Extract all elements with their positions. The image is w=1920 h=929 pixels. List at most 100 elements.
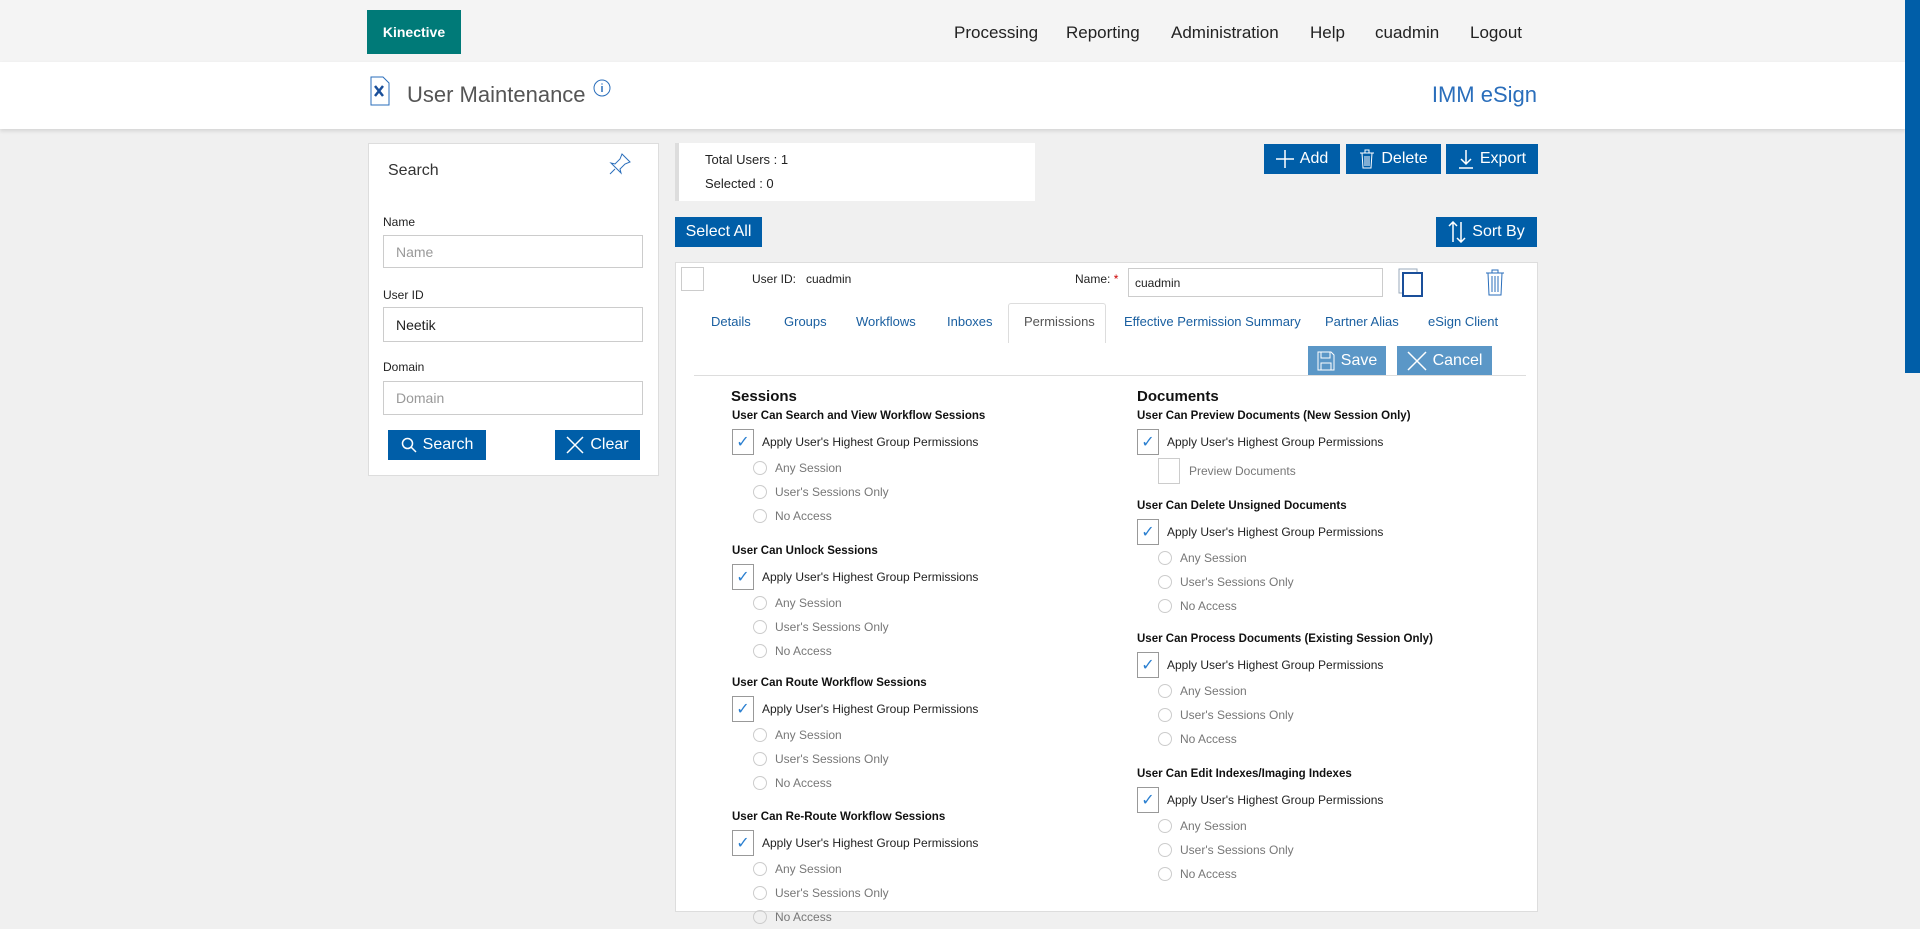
radio-option[interactable]: Any Session bbox=[732, 857, 1112, 881]
apply-group-permissions-checkbox[interactable]: ✓ Apply User's Highest Group Permissions bbox=[1137, 651, 1517, 679]
apply-group-permissions-checkbox[interactable]: ✓ Apply User's Highest Group Permissions bbox=[732, 829, 1112, 857]
save-button[interactable]: Save bbox=[1308, 346, 1386, 376]
tab-effective-permission-summary[interactable]: Effective Permission Summary bbox=[1124, 314, 1301, 329]
tab-esign-client[interactable]: eSign Client bbox=[1428, 314, 1499, 329]
info-icon[interactable] bbox=[593, 79, 611, 97]
kinective-logo[interactable]: Kinective bbox=[367, 10, 461, 54]
required-marker: * bbox=[1113, 272, 1119, 286]
permission-title: User Can Route Workflow Sessions bbox=[732, 677, 927, 689]
preview-documents-checkbox[interactable]: Preview Documents bbox=[1137, 456, 1517, 486]
delete-button[interactable]: Delete bbox=[1346, 144, 1441, 174]
radio-option[interactable]: No Access bbox=[732, 639, 1112, 663]
permission-title: User Can Delete Unsigned Documents bbox=[1137, 500, 1347, 512]
check-icon: ✓ bbox=[732, 696, 754, 722]
radio-option[interactable]: User's Sessions Only bbox=[1137, 703, 1517, 727]
radio-option[interactable]: User's Sessions Only bbox=[732, 480, 1112, 504]
total-users: Total Users : 1 bbox=[705, 152, 789, 167]
apply-label: Apply User's Highest Group Permissions bbox=[1167, 435, 1384, 449]
apply-group-permissions-checkbox[interactable]: ✓ Apply User's Highest Group Permissions bbox=[732, 428, 1112, 456]
apply-group-permissions-checkbox[interactable]: ✓ Apply User's Highest Group Permissions bbox=[732, 695, 1112, 723]
nav-help[interactable]: Help bbox=[1310, 23, 1345, 42]
tab-groups[interactable]: Groups bbox=[784, 314, 827, 329]
tab-partner-alias[interactable]: Partner Alias bbox=[1325, 314, 1399, 329]
radio-label: Any Session bbox=[1180, 551, 1247, 565]
name-input[interactable]: Name bbox=[383, 235, 643, 268]
radio-option[interactable]: User's Sessions Only bbox=[1137, 838, 1517, 862]
tab-inboxes[interactable]: Inboxes bbox=[947, 314, 993, 329]
apply-label: Apply User's Highest Group Permissions bbox=[1167, 658, 1384, 672]
radio-icon bbox=[1158, 599, 1172, 613]
apply-label: Apply User's Highest Group Permissions bbox=[762, 836, 979, 850]
user-name-input[interactable]: cuadmin bbox=[1128, 268, 1383, 297]
radio-option[interactable]: No Access bbox=[732, 504, 1112, 528]
sort-icon bbox=[1448, 221, 1466, 243]
radio-option[interactable]: Any Session bbox=[732, 456, 1112, 480]
user-id-value: cuadmin bbox=[806, 272, 852, 286]
scrollbar-thumb[interactable] bbox=[1905, 0, 1920, 373]
radio-option[interactable]: Any Session bbox=[732, 591, 1112, 615]
app-name: IMM eSign bbox=[1431, 82, 1537, 107]
user-id-input[interactable]: Neetik bbox=[383, 307, 643, 342]
radio-label: Any Session bbox=[1180, 819, 1247, 833]
radio-option[interactable]: No Access bbox=[1137, 594, 1517, 618]
apply-group-permissions-checkbox[interactable]: ✓ Apply User's Highest Group Permissions bbox=[1137, 786, 1517, 814]
nav-processing[interactable]: Processing bbox=[954, 23, 1039, 42]
domain-label: Domain bbox=[383, 360, 425, 374]
select-all-button[interactable]: Select All bbox=[675, 217, 762, 247]
radio-icon bbox=[753, 644, 767, 658]
nav-logout[interactable]: Logout bbox=[1470, 23, 1522, 42]
radio-option[interactable]: Any Session bbox=[1137, 679, 1517, 703]
radio-icon bbox=[1158, 732, 1172, 746]
sort-by-button[interactable]: Sort By bbox=[1436, 217, 1537, 247]
permission-group: User Can Unlock Sessions ✓ Apply User's Hi… bbox=[732, 542, 1112, 663]
apply-group-permissions-checkbox[interactable]: ✓ Apply User's Highest Group Permissions bbox=[732, 563, 1112, 591]
radio-option[interactable]: Any Session bbox=[1137, 814, 1517, 838]
documents-heading: Documents bbox=[1137, 388, 1219, 405]
radio-option[interactable]: Any Session bbox=[732, 723, 1112, 747]
radio-label: User's Sessions Only bbox=[775, 620, 889, 634]
radio-option[interactable]: No Access bbox=[1137, 862, 1517, 886]
apply-group-permissions-checkbox[interactable]: ✓ Apply User's Highest Group Permissions bbox=[1137, 428, 1517, 456]
radio-option[interactable]: No Access bbox=[1137, 727, 1517, 751]
user-select-checkbox[interactable] bbox=[681, 267, 704, 291]
nav-reporting[interactable]: Reporting bbox=[1066, 23, 1140, 42]
search-button[interactable]: Search bbox=[388, 430, 486, 460]
radio-option[interactable]: User's Sessions Only bbox=[732, 747, 1112, 771]
pin-icon[interactable] bbox=[608, 152, 632, 176]
permission-group: User Can Re-Route Workflow Sessions ✓ Appl… bbox=[732, 808, 1112, 929]
plus-icon bbox=[1275, 150, 1294, 168]
clear-button[interactable]: Clear bbox=[555, 430, 640, 460]
apply-label: Apply User's Highest Group Permissions bbox=[1167, 525, 1384, 539]
radio-option[interactable]: No Access bbox=[732, 905, 1112, 929]
radio-label: No Access bbox=[775, 644, 832, 658]
radio-label: User's Sessions Only bbox=[1180, 843, 1294, 857]
tab-workflows[interactable]: Workflows bbox=[856, 314, 916, 329]
copy-icon[interactable] bbox=[1398, 268, 1424, 298]
radio-option[interactable]: User's Sessions Only bbox=[1137, 570, 1517, 594]
permission-group: User Can Search and View Workflow Sessio… bbox=[732, 407, 1112, 528]
nav-administration[interactable]: Administration bbox=[1171, 23, 1279, 42]
radio-option[interactable]: No Access bbox=[732, 771, 1112, 795]
radio-option[interactable]: User's Sessions Only bbox=[732, 881, 1112, 905]
radio-option[interactable]: Any Session bbox=[1137, 546, 1517, 570]
domain-input[interactable]: Domain bbox=[383, 381, 643, 415]
radio-icon bbox=[1158, 843, 1172, 857]
apply-group-permissions-checkbox[interactable]: ✓ Apply User's Highest Group Permissions bbox=[1137, 518, 1517, 546]
add-button[interactable]: Add bbox=[1264, 144, 1340, 174]
delete-label: Delete bbox=[1381, 150, 1428, 167]
cancel-button[interactable]: Cancel bbox=[1397, 346, 1492, 376]
radio-label: User's Sessions Only bbox=[1180, 708, 1294, 722]
check-icon: ✓ bbox=[1137, 429, 1159, 455]
radio-option[interactable]: User's Sessions Only bbox=[732, 615, 1112, 639]
radio-label: Any Session bbox=[775, 461, 842, 475]
tab-details[interactable]: Details bbox=[711, 314, 751, 329]
check-icon: ✓ bbox=[1137, 652, 1159, 678]
check-icon: ✓ bbox=[732, 429, 754, 455]
sort-by-label: Sort By bbox=[1472, 223, 1525, 240]
permission-group: User Can Preview Documents (New Session … bbox=[1137, 407, 1517, 486]
permission-group: User Can Process Documents (Existing Ses… bbox=[1137, 630, 1517, 751]
trash-icon[interactable] bbox=[1484, 268, 1506, 296]
tab-permissions[interactable]: Permissions bbox=[1024, 314, 1095, 329]
nav-user[interactable]: cuadmin bbox=[1375, 23, 1440, 42]
export-button[interactable]: Export bbox=[1446, 144, 1538, 174]
